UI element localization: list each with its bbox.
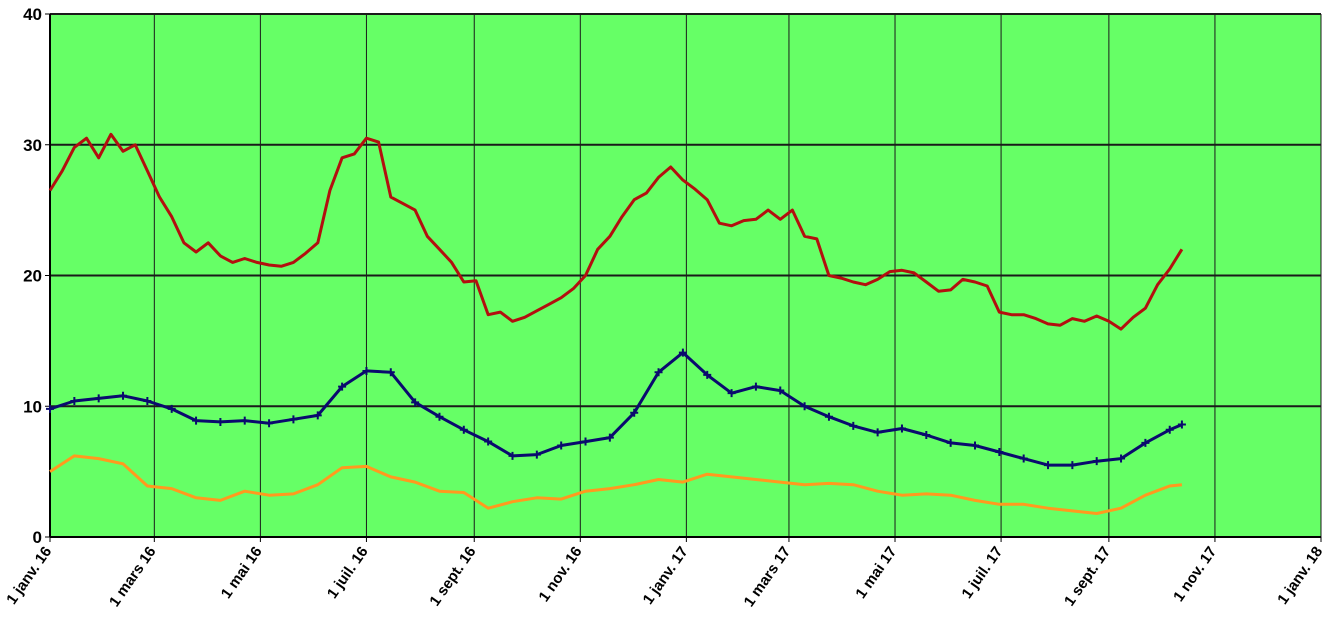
series-point-2 [849, 421, 858, 430]
series-point-2 [995, 448, 1004, 457]
series-point-2 [970, 441, 979, 450]
series-point-2 [824, 412, 833, 421]
series-group [46, 132, 1186, 515]
series-point-2 [727, 389, 736, 398]
series-point-2 [897, 424, 906, 433]
series-point-2 [630, 408, 639, 417]
y-tick-label: 10 [23, 397, 42, 416]
series-point-2 [654, 368, 663, 377]
series-point-2 [605, 433, 614, 442]
series-point-2 [1177, 420, 1186, 429]
series-point-2 [119, 391, 128, 400]
y-tick-label: 20 [23, 267, 42, 286]
x-tick-label: 1 nov. 16 [535, 544, 585, 605]
axes [45, 13, 1322, 542]
y-tick-label: 0 [33, 528, 42, 547]
series-point-2 [167, 404, 176, 413]
series-point-2 [411, 398, 420, 407]
series-point-2 [1019, 454, 1028, 463]
series-point-2 [1092, 457, 1101, 466]
series-point-2 [800, 402, 809, 411]
series-point-2 [751, 382, 760, 391]
x-tick-label: 1 mai 16 [218, 544, 266, 602]
series-point-2 [386, 368, 395, 377]
y-tick-labels: 0 10 20 30 40 [23, 5, 42, 547]
series-point-2 [192, 416, 201, 425]
series-point-2 [70, 397, 79, 406]
series-point-2 [484, 437, 493, 446]
x-tick-label: 1 mars 17 [741, 544, 795, 610]
series-point-2 [1141, 438, 1150, 447]
x-tick-label: 1 sept. 17 [1061, 544, 1114, 610]
series-line-3 [49, 454, 1183, 515]
series-point-2 [1068, 461, 1077, 470]
x-tick-label: 1 mars 16 [106, 544, 160, 610]
series-point-2 [289, 415, 298, 424]
series-point-2 [1165, 425, 1174, 434]
x-tick-label: 1 juil. 17 [958, 544, 1006, 602]
series-point-2 [313, 411, 322, 420]
y-tick-label: 30 [23, 136, 42, 155]
series-point-2 [94, 394, 103, 403]
series-point-2 [362, 366, 371, 375]
series-line-1 [48, 132, 1184, 331]
x-tick-label: 1 juil. 16 [324, 544, 372, 602]
series-point-2 [557, 441, 566, 450]
series-point-2 [265, 419, 274, 428]
series-point-2 [459, 425, 468, 434]
series-point-2 [703, 370, 712, 379]
series-point-2 [143, 397, 152, 406]
series-point-2 [338, 382, 347, 391]
series-point-2 [1117, 454, 1126, 463]
series-point-2 [435, 412, 444, 421]
series-point-2 [532, 450, 541, 459]
x-tick-label: 1 nov. 17 [1170, 544, 1220, 605]
x-tick-label: 1 janv. 16 [3, 544, 55, 608]
x-tick-label: 1 sept. 16 [426, 544, 479, 610]
series-point-2 [776, 386, 785, 395]
y-tick-label: 40 [23, 5, 42, 24]
x-tick-labels: 1 janv. 16 1 mars 16 1 mai 16 1 juil. 16 1 s… [3, 544, 1326, 610]
series-point-2 [946, 438, 955, 447]
series-line-2 [49, 351, 1183, 467]
series-point-2 [581, 437, 590, 446]
series-point-2 [46, 404, 54, 413]
x-tick-label: 1 mai 17 [852, 544, 900, 602]
x-tick-label: 1 janv. 18 [1274, 544, 1326, 608]
series-point-2 [216, 417, 225, 426]
series-point-2 [873, 428, 882, 437]
series-point-2 [922, 431, 931, 440]
series-point-2 [678, 348, 687, 357]
series-point-2 [508, 451, 517, 460]
x-tick-label: 1 janv. 17 [640, 544, 692, 608]
series-point-2 [1044, 461, 1053, 470]
series-point-2 [240, 416, 249, 425]
